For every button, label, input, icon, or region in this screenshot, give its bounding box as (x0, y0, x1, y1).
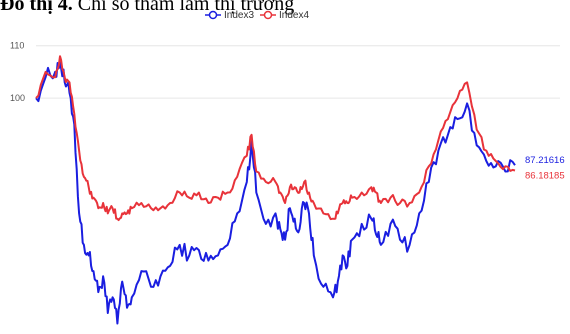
y-tick-label: 110 (10, 41, 24, 51)
legend-swatch-index4-icon (260, 10, 277, 20)
y-tick-label: 100 (10, 93, 25, 103)
figure-number: Đồ thị 4. (0, 0, 73, 15)
legend-label-index3: Index3 (224, 9, 255, 21)
y-tick-labels: 110 100 (10, 41, 25, 103)
series-line-index3 (35, 60, 516, 325)
legend-label-index4: Index4 (279, 9, 310, 21)
chart-legend: Index3 Index4 (205, 8, 315, 22)
legend-item-index4[interactable]: Index4 (260, 10, 309, 21)
page-title: Đồ thị 4. Chỉ số tham lam thị trường (0, 0, 294, 16)
figure-caption: Chỉ số tham lam thị trường (72, 0, 295, 15)
end-value-label-index3: 87.21616 (525, 155, 565, 166)
end-value-labels: 87.21616 86.18185 (525, 155, 565, 181)
end-value-label-index4: 86.18185 (525, 170, 565, 181)
legend-item-index3[interactable]: Index3 (205, 10, 254, 21)
grid-lines (36, 45, 560, 99)
series-line-index4 (35, 55, 516, 222)
legend-swatch-index3-icon (205, 10, 221, 20)
series-lines (35, 55, 516, 325)
